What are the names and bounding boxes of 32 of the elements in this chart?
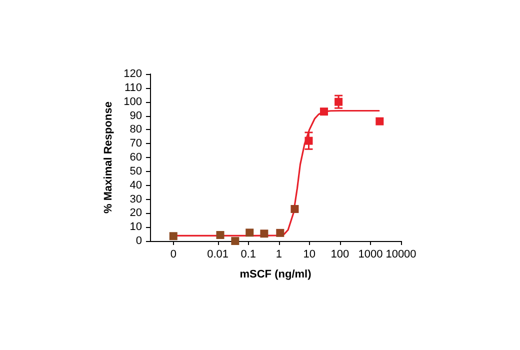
x-tick-label: 0.01	[207, 248, 229, 260]
x-tick-label: 10000	[386, 248, 416, 260]
y-tick-label: 100	[124, 96, 142, 108]
point	[276, 228, 284, 237]
y-tick-label: 60	[130, 152, 142, 164]
y-tick-label: 10	[130, 221, 142, 234]
point	[260, 230, 268, 238]
x-tick-label: 0	[170, 248, 176, 260]
y-tick-label: 40	[130, 179, 142, 192]
x-tick-label: 0.1	[240, 248, 256, 260]
point	[320, 108, 328, 116]
y-tick-label: 110	[124, 82, 142, 94]
y-tick-label: 0	[136, 235, 142, 247]
point	[304, 136, 313, 145]
point	[246, 228, 254, 237]
x-tick-label: 1000	[358, 248, 383, 260]
x-tick-label: 100	[330, 248, 350, 260]
y-tick-label: 50	[130, 165, 142, 178]
y-tick-label: 70	[130, 138, 142, 150]
y-tick-label: 30	[130, 193, 142, 206]
y-tick-label: 120	[124, 68, 142, 80]
x-tick-label: 1	[276, 248, 282, 260]
y-tick-label: 20	[130, 207, 142, 220]
y-axis-title: % Maximal Response	[102, 102, 114, 214]
y-tick-label: 90	[130, 110, 142, 122]
x-tick-label: 10	[303, 248, 316, 260]
x-axis-title: mSCF (ng/ml)	[240, 268, 312, 280]
point	[231, 237, 240, 245]
point	[216, 231, 224, 240]
point	[334, 98, 343, 106]
y-tick-label: 80	[130, 124, 142, 136]
point	[290, 204, 299, 213]
